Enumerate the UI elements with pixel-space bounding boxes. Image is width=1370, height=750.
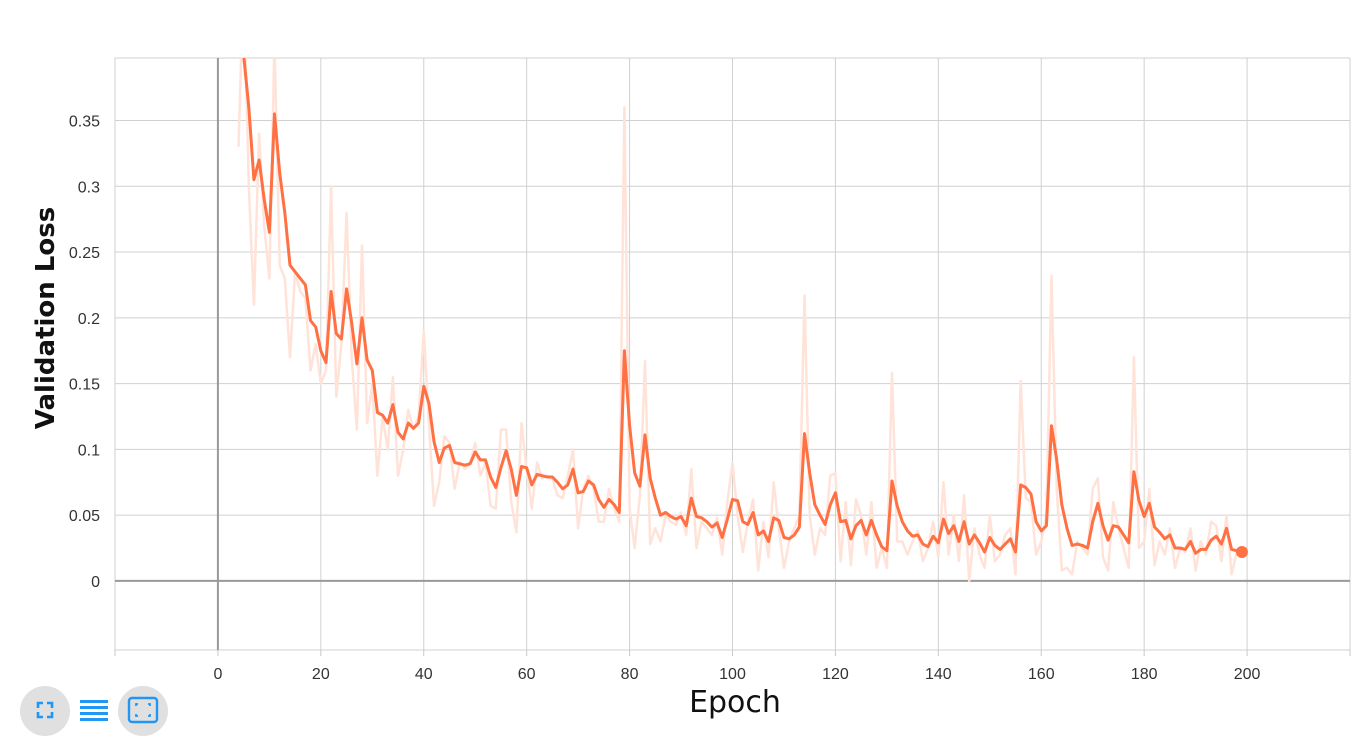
- chart-toolbar: [20, 686, 168, 736]
- y-tick-label: 0.25: [69, 245, 100, 262]
- y-axis-title: Validation Loss: [31, 207, 61, 429]
- y-tick-label: 0.15: [69, 377, 100, 394]
- fullscreen-button[interactable]: [20, 686, 70, 736]
- y-tick-label: 0.1: [78, 442, 100, 459]
- x-tick-label: 0: [213, 666, 222, 683]
- list-icon: [79, 698, 109, 725]
- fit-domain-icon: [127, 696, 159, 727]
- fullscreen-icon: [34, 699, 56, 724]
- y-tick-label: 0.2: [78, 311, 100, 328]
- grid-lines: [114, 57, 1351, 656]
- x-axis-title: Epoch: [689, 685, 781, 720]
- x-tick-label: 140: [925, 666, 952, 683]
- series-lines: [237, 58, 1248, 583]
- tick-labels: 0 20 40 60 80 100 120 140 160 180 200 0 0.05 0.1 0.15 0…: [69, 113, 1261, 683]
- last-value-marker: [1235, 545, 1248, 558]
- fit-domain-button[interactable]: [118, 686, 168, 736]
- axes: [115, 58, 1350, 650]
- x-tick-label: 100: [719, 666, 746, 683]
- x-tick-label: 200: [1234, 666, 1261, 683]
- raw-series-line: [237, 58, 1239, 583]
- y-tick-label: 0.05: [69, 508, 100, 525]
- smoothed-series-line: [242, 58, 1238, 555]
- y-tick-label: 0.3: [78, 179, 100, 196]
- y-tick-label: 0.35: [69, 113, 100, 130]
- x-tick-label: 160: [1028, 666, 1055, 683]
- x-tick-label: 20: [312, 666, 330, 683]
- y-tick-label: 0: [91, 574, 100, 591]
- x-tick-label: 180: [1131, 666, 1158, 683]
- x-tick-label: 120: [822, 666, 849, 683]
- toggle-log-list-button[interactable]: [76, 686, 112, 736]
- x-tick-label: 40: [415, 666, 433, 683]
- x-tick-label: 60: [518, 666, 536, 683]
- x-tick-label: 80: [621, 666, 639, 683]
